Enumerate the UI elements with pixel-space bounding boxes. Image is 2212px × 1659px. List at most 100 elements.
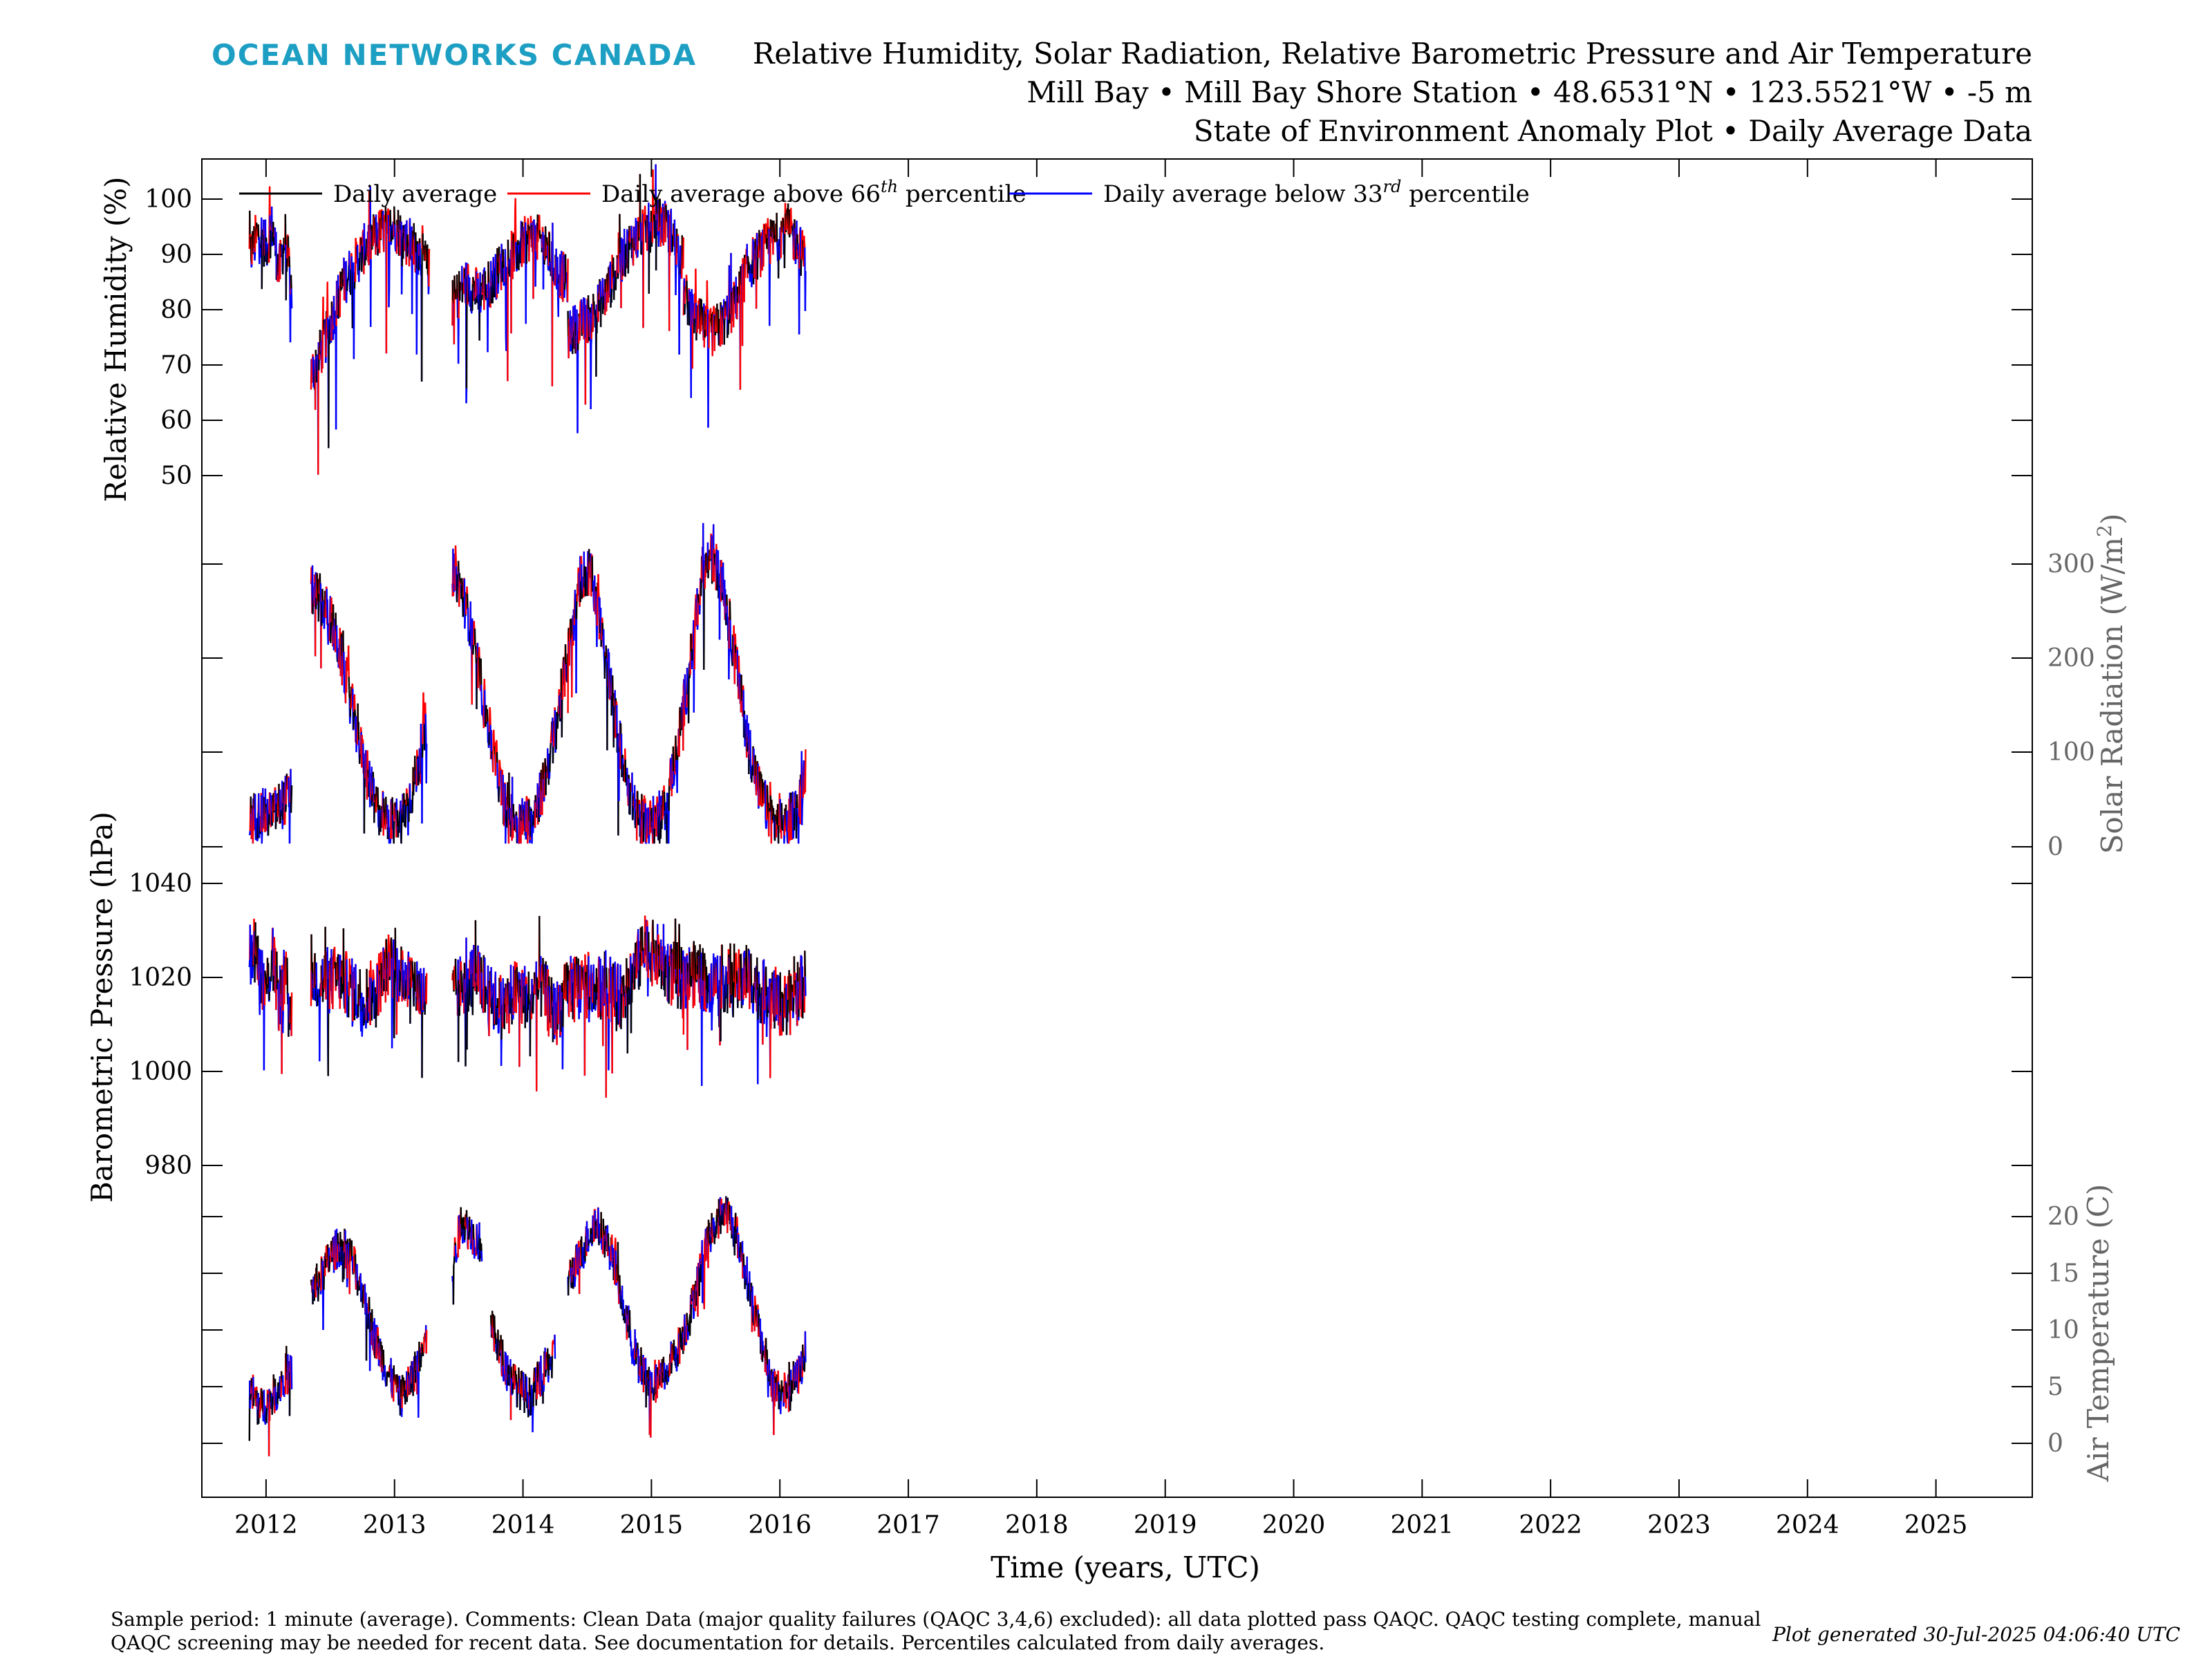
data-line-temp — [346, 1278, 348, 1288]
data-line-solar — [323, 617, 326, 629]
data-line-pressure — [580, 966, 583, 1000]
data-line-solar — [474, 628, 476, 646]
data-line-pressure — [585, 971, 588, 984]
data-line-rh — [463, 267, 466, 270]
data-line-rh — [760, 232, 763, 236]
data-line-pressure — [792, 1011, 794, 1018]
data-line-solar — [554, 707, 556, 711]
data-line-temp — [321, 1260, 324, 1291]
data-line-pressure — [611, 975, 614, 1074]
data-line-pressure — [690, 982, 693, 987]
data-line-solar — [256, 838, 259, 841]
data-line-temp — [453, 1256, 456, 1264]
data-line-pressure — [363, 1004, 366, 1008]
data-line-temp — [407, 1366, 410, 1373]
data-line-pressure — [621, 976, 624, 984]
data-line-pressure — [753, 968, 756, 982]
data-line-solar — [486, 709, 489, 722]
data-line-pressure — [524, 986, 527, 1029]
data-line-pressure — [253, 919, 256, 931]
data-line-solar — [675, 735, 677, 760]
data-line-pressure — [686, 953, 688, 956]
data-line-solar — [489, 711, 491, 725]
data-line-solar — [457, 561, 460, 572]
data-line-pressure — [276, 978, 279, 980]
data-line-pressure — [375, 988, 377, 1028]
data-line-solar — [327, 626, 330, 645]
data-line-rh — [681, 235, 684, 253]
data-line-rh — [695, 268, 697, 303]
data-line-solar — [696, 625, 699, 630]
data-line-pressure — [536, 977, 538, 1091]
data-line-solar — [460, 579, 462, 584]
data-line-rh — [587, 295, 590, 309]
data-line-solar — [685, 707, 688, 714]
data-line-rh — [749, 273, 751, 282]
data-line-pressure — [731, 962, 733, 996]
data-line-pressure — [783, 993, 786, 1018]
data-line-solar — [624, 748, 626, 760]
data-line-solar — [549, 749, 552, 760]
data-line-rh — [598, 299, 601, 312]
data-line-rh — [284, 214, 287, 245]
data-line-rh — [390, 241, 393, 245]
data-line-solar — [373, 802, 375, 823]
data-line-pressure — [250, 959, 252, 985]
data-line-pressure — [359, 968, 362, 999]
data-line-pressure — [629, 953, 632, 957]
data-line-solar — [801, 807, 803, 825]
data-line-pressure — [766, 1017, 769, 1020]
data-line-rh — [751, 259, 753, 274]
data-line-rh — [733, 281, 735, 286]
data-line-pressure — [337, 954, 339, 986]
data-line-rh — [791, 225, 794, 229]
data-line-pressure — [388, 953, 391, 977]
data-line-pressure — [485, 986, 487, 988]
data-line-temp — [339, 1252, 341, 1262]
data-line-rh — [677, 236, 679, 268]
data-line-rh — [350, 253, 353, 257]
data-line-temp — [381, 1345, 384, 1365]
data-line-solar — [635, 816, 637, 828]
data-line-temp — [382, 1371, 384, 1380]
data-line-pressure — [349, 965, 352, 975]
data-line-temp — [280, 1371, 283, 1378]
data-line-pressure — [413, 973, 415, 1006]
data-line-pressure — [411, 957, 413, 962]
data-line-pressure — [522, 1005, 525, 1013]
data-line-solar — [387, 809, 390, 833]
data-line-pressure — [328, 1009, 330, 1013]
data-line-pressure — [742, 1000, 744, 1006]
data-line-pressure — [735, 971, 738, 984]
data-line-pressure — [498, 1018, 500, 1033]
data-line-pressure — [646, 920, 648, 927]
data-line-temp — [339, 1232, 341, 1248]
data-line-solar — [402, 804, 404, 823]
data-line-pressure — [711, 1002, 713, 1013]
data-line-rh — [733, 285, 735, 300]
data-line-pressure — [709, 1011, 711, 1013]
data-line-solar — [796, 794, 798, 809]
data-line-rh — [627, 250, 630, 274]
data-line-solar — [424, 713, 427, 734]
data-line-solar — [268, 814, 270, 825]
data-line-solar — [570, 619, 572, 629]
data-line-solar — [332, 604, 335, 626]
data-line-temp — [342, 1241, 345, 1251]
data-line-rh — [252, 252, 255, 254]
data-line-pressure — [591, 1002, 594, 1013]
data-line-solar — [493, 741, 496, 744]
data-line-solar — [552, 745, 554, 764]
data-line-solar — [464, 615, 467, 617]
data-line-pressure — [701, 995, 704, 997]
data-line-pressure — [639, 953, 641, 986]
data-line-pressure — [424, 1004, 427, 1015]
data-line-pressure — [706, 1003, 709, 1009]
data-line-pressure — [592, 973, 594, 1003]
data-line-rh — [371, 225, 373, 232]
data-line-rh — [741, 258, 744, 346]
data-line-temp — [420, 1353, 422, 1367]
data-line-solar — [764, 780, 767, 821]
data-line-temp — [330, 1241, 333, 1252]
data-line-solar — [782, 825, 785, 831]
